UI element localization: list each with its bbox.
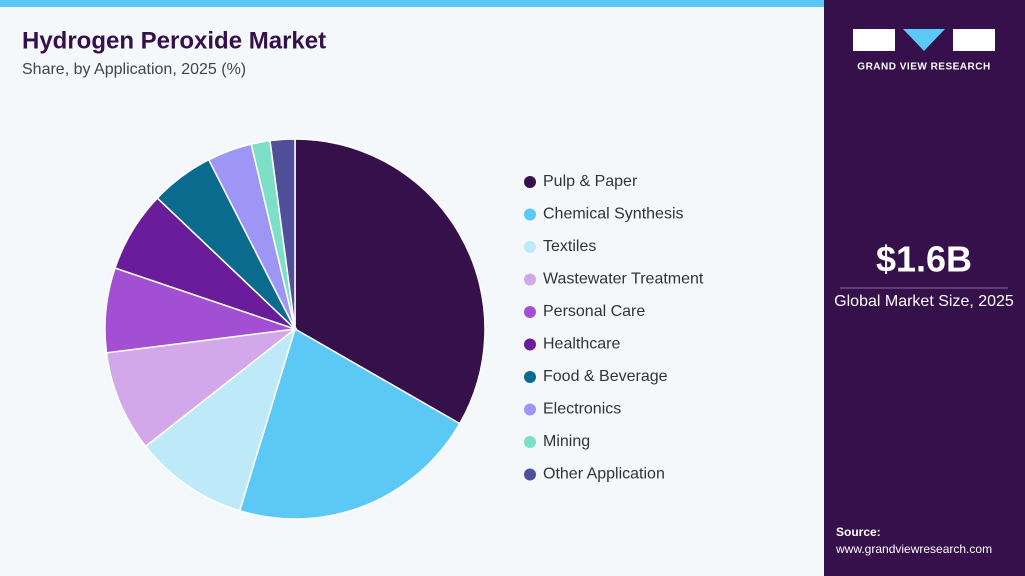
chart-subtitle: Share, by Application, 2025 (%) [22, 61, 246, 78]
legend-marker [524, 338, 536, 351]
pie-slice [269, 138, 296, 330]
pie-slice [105, 327, 298, 448]
legend-label: Textiles [543, 238, 596, 255]
logo [853, 29, 995, 51]
legend-marker [524, 371, 536, 383]
pie-slice [238, 327, 461, 520]
source-label: Source: [836, 525, 881, 539]
pie-slice [144, 326, 297, 512]
legend-marker [524, 436, 536, 448]
logo-text: GRAND VIEW RESEARCH [857, 62, 990, 73]
market-size-label-box: Global Market Size, 2025 [834, 293, 1014, 310]
legend-label: Personal Care [543, 303, 645, 320]
top-bar [0, 0, 824, 7]
market-size-label: Global Market Size, 2025 [834, 293, 1014, 310]
pie-slice [294, 138, 486, 425]
legend-label: Pulp & Paper [543, 173, 638, 190]
legend-label: Chemical Synthesis [543, 206, 684, 223]
legend-marker [524, 208, 536, 221]
legend-marker [524, 273, 536, 286]
legend-marker [524, 306, 536, 318]
legend-marker [524, 176, 536, 188]
legend-label: Other Application [543, 466, 665, 483]
market-size: $1.6B [876, 239, 972, 280]
legend-label: Mining [543, 433, 590, 450]
legend-label: Healthcare [543, 336, 620, 353]
legend-marker [524, 468, 536, 481]
chart-title: Hydrogen Peroxide Market [22, 27, 326, 54]
legend-label: Food & Beverage [543, 368, 668, 385]
source-url: www.grandviewresearch.com [835, 542, 992, 556]
legend-marker [524, 403, 536, 416]
legend-label: Electronics [543, 401, 621, 418]
legend-label: Wastewater Treatment [543, 271, 704, 288]
legend-marker [524, 241, 536, 253]
